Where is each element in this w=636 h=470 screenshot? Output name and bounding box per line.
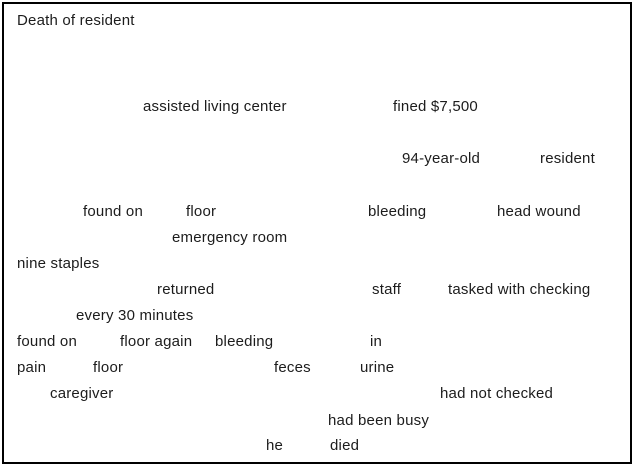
fragment-assisted-living-center: assisted living center	[143, 98, 287, 115]
fragment-had-been-busy: had been busy	[328, 412, 430, 429]
fragment-feces: feces	[274, 359, 311, 376]
fragment-died: died	[330, 437, 360, 454]
fragment-floor-1: floor	[186, 203, 217, 220]
fragment-urine: urine	[360, 359, 395, 376]
fragment-had-not-checked: had not checked	[440, 385, 554, 402]
fragment-fined-7500: fined $7,500	[393, 98, 478, 115]
fragment-bleeding-2: bleeding	[215, 333, 274, 350]
fragment-found-on-1: found on	[83, 203, 143, 220]
fragment-returned: returned	[157, 281, 215, 298]
fragment-death-of-resident: Death of resident	[17, 12, 135, 29]
fragment-floor-2: floor	[93, 359, 124, 376]
fragment-found-on-2: found on	[17, 333, 77, 350]
fragment-head-wound: head wound	[497, 203, 581, 220]
fragment-in: in	[370, 333, 383, 350]
fragment-94-year-old: 94-year-old	[402, 150, 481, 167]
fragment-every-30-minutes: every 30 minutes	[76, 307, 194, 324]
fragment-pain: pain	[17, 359, 47, 376]
fragment-emergency-room: emergency room	[172, 229, 288, 246]
fragment-floor-again: floor again	[120, 333, 193, 350]
fragment-bleeding-1: bleeding	[368, 203, 427, 220]
fragment-he: he	[266, 437, 284, 454]
fragment-resident: resident	[540, 150, 595, 167]
fragment-tasked-with-checking: tasked with checking	[448, 281, 591, 298]
fragment-nine-staples: nine staples	[17, 255, 100, 272]
fragment-caregiver: caregiver	[50, 385, 114, 402]
fragment-staff: staff	[372, 281, 402, 298]
